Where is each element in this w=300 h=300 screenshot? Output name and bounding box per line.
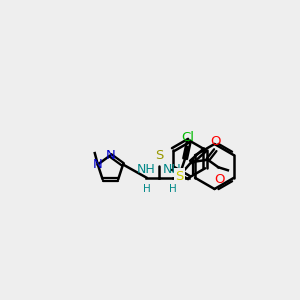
Text: H: H: [143, 184, 151, 194]
Text: O: O: [214, 172, 224, 186]
Text: NH: NH: [163, 163, 182, 176]
Text: N: N: [93, 158, 103, 171]
Text: H: H: [169, 184, 177, 194]
Text: O: O: [210, 135, 220, 148]
Text: S: S: [155, 149, 163, 162]
Text: NH: NH: [137, 163, 156, 176]
Text: S: S: [175, 170, 183, 183]
Text: N: N: [106, 149, 115, 162]
Text: Cl: Cl: [181, 130, 194, 144]
